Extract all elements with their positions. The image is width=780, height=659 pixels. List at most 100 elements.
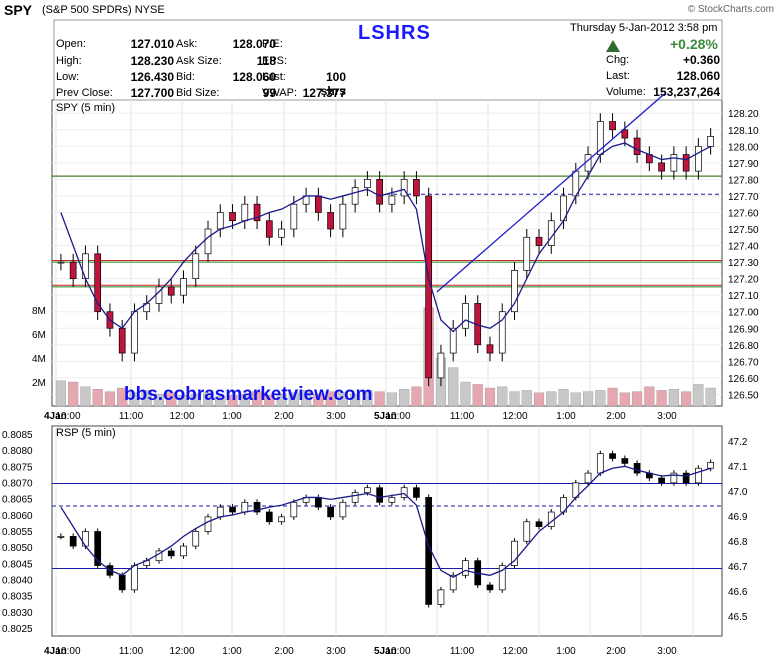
y-tick-label: 0.8075: [2, 462, 33, 473]
candle-body: [670, 154, 678, 172]
y-tick-label: 128.00: [728, 142, 759, 153]
quote-value: +0.360: [682, 53, 720, 67]
x-tick-label: 2:00: [274, 646, 294, 657]
volume-bar: [337, 392, 348, 407]
quote-box: [53, 19, 723, 101]
quote-label: Last:: [262, 71, 286, 83]
candle-body: [351, 187, 359, 205]
x-tick-label: 11:00: [119, 646, 144, 657]
x-tick-label: 3:00: [657, 411, 677, 422]
quote-date: Thursday 5-Jan-2012 3:58 pm: [570, 22, 718, 34]
candle-body: [670, 472, 678, 484]
volume-bar: [55, 380, 66, 407]
quote-label: Prev Close:: [56, 87, 113, 99]
symbol: SPY: [4, 2, 33, 18]
y-tick-label: 127.20: [728, 275, 759, 286]
candle-body: [437, 352, 445, 379]
volume-bar: [619, 392, 630, 407]
y-tick-label: 127.60: [728, 208, 759, 219]
candle-body: [633, 463, 641, 474]
volume-bar: [362, 390, 373, 407]
volume-bar: [484, 387, 496, 407]
x-tick-label: 2:00: [606, 646, 626, 657]
volume-bar: [693, 384, 704, 407]
panel-title: SPY (5 min): [56, 102, 115, 114]
x-tick-label: 1:00: [222, 411, 242, 422]
panel-title: RSP (5 min): [56, 427, 116, 439]
y-tick-label: 126.90: [728, 324, 759, 335]
x-tick-label: 4Jan: [44, 411, 67, 422]
volume-bar: [497, 386, 508, 407]
candle-body: [633, 137, 641, 155]
volume-bar: [288, 392, 299, 407]
quote-value: 127.700: [130, 86, 174, 100]
candle-body: [57, 536, 65, 538]
y-tick-label: 128.20: [728, 109, 759, 120]
y-tick-label: 126.80: [728, 341, 759, 352]
candle-body: [388, 195, 396, 205]
quote-label: Open:: [56, 38, 86, 50]
x-tick-label: 11:00: [119, 411, 144, 422]
y-tick-label: 46.5: [728, 612, 748, 623]
quote-value: 127.377: [302, 86, 346, 100]
candle-body: [82, 253, 89, 279]
candle-body: [511, 540, 518, 566]
candle-body: [241, 501, 249, 513]
candle-body: [94, 253, 102, 313]
volume-bar: [92, 389, 103, 407]
volume-bar: [301, 390, 312, 407]
candle-body: [682, 472, 690, 484]
candle-body: [253, 203, 261, 222]
volume-bar: [448, 367, 459, 407]
volume-bar: [472, 384, 483, 407]
candle-body: [69, 261, 77, 279]
candle-body: [498, 311, 506, 354]
volume-bar: [509, 391, 520, 407]
y-tick-label: 0.8045: [2, 559, 33, 570]
candle-body: [413, 179, 420, 197]
volume-bar: [681, 391, 692, 407]
candle-body: [278, 516, 285, 523]
volume-bar: [705, 387, 716, 407]
quote-value: 128.060: [676, 69, 720, 83]
volume-bar: [533, 392, 545, 407]
candle-body: [682, 154, 690, 172]
y-tick-label: 127.10: [728, 291, 759, 302]
y-tick-label: 46.6: [728, 587, 748, 598]
quote-value: 100 shrs: [320, 70, 346, 98]
candle-body: [695, 467, 702, 484]
x-tick-label: 1:00: [556, 411, 576, 422]
candle-body: [131, 311, 138, 354]
y-tick-label: 127.90: [728, 159, 759, 170]
volume-bar: [141, 390, 152, 407]
trend-line: [436, 92, 666, 293]
volume-tick-label: 8M: [32, 306, 46, 317]
y-tick-label: 127.30: [728, 258, 759, 269]
candle-body: [216, 212, 224, 230]
x-tick-label: 11:00: [450, 646, 475, 657]
candle-body: [180, 278, 187, 296]
y-tick-label: 127.40: [728, 242, 759, 253]
y-tick-label: 0.8035: [2, 592, 33, 603]
candle-body: [658, 162, 665, 172]
x-tick-label: 5Jan: [374, 411, 397, 422]
candle-body: [327, 212, 334, 230]
candle-body: [314, 195, 322, 213]
volume-bar: [153, 393, 165, 407]
up-arrow-icon: [606, 40, 620, 52]
volume-bar: [521, 390, 532, 407]
candle-body: [449, 327, 457, 354]
candle-body: [192, 531, 200, 547]
x-tick-label: 12:00: [169, 646, 194, 657]
y-tick-label: 46.9: [728, 512, 748, 523]
candle-body: [498, 565, 506, 591]
security-name: (S&P 500 SPDRs) NYSE: [42, 4, 165, 16]
candle-body: [167, 286, 175, 296]
candle-body: [462, 303, 469, 329]
volume-bar: [264, 395, 275, 407]
candle-body: [400, 487, 408, 498]
quote-value: 128.070: [232, 37, 276, 51]
x-tick-label: 5Jan: [374, 646, 397, 657]
candle-body: [621, 458, 629, 464]
candle-body: [278, 228, 285, 238]
